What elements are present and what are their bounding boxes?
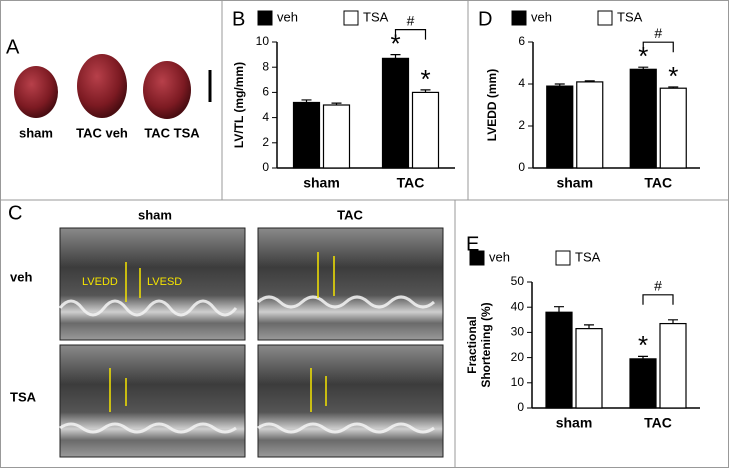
y-tick-label: 10 <box>256 34 270 48</box>
column-label: sham <box>138 207 172 222</box>
y-tick-label: 0 <box>517 400 524 414</box>
bracket <box>642 41 674 53</box>
y-tick-label: 6 <box>518 34 525 48</box>
heart-photo <box>77 54 127 118</box>
significance-mark: # <box>654 25 662 41</box>
y-tick-label: 0 <box>262 160 269 174</box>
significance-mark: # <box>654 278 662 294</box>
echo-traces <box>58 295 436 434</box>
y-tick-label: 30 <box>511 325 525 339</box>
legend-swatch <box>343 10 359 26</box>
bar <box>659 87 687 169</box>
y-tick-label: 2 <box>262 135 269 149</box>
legend-label: veh <box>531 9 552 24</box>
error-bar <box>420 89 431 93</box>
significance-mark: * <box>638 41 648 71</box>
panel-letter: D <box>478 8 492 30</box>
sample-label: TAC veh <box>76 125 128 140</box>
significance-mark: * <box>638 330 648 360</box>
error-bar <box>668 319 678 324</box>
legend-swatch <box>597 10 613 26</box>
sample-label: TAC TSA <box>144 125 200 140</box>
bar <box>545 311 573 409</box>
bar <box>546 85 574 169</box>
y-tick-label: 0 <box>518 160 525 174</box>
y-axis-label: LV/TL (mg/mm) <box>232 62 246 148</box>
bar <box>575 328 603 409</box>
column-label: TAC <box>337 207 363 222</box>
bar <box>322 104 351 169</box>
bar <box>576 81 604 169</box>
significance-mark: # <box>407 12 415 28</box>
error-bar <box>554 306 564 313</box>
echo-images <box>59 227 444 458</box>
bar <box>381 57 410 169</box>
error-bar <box>390 54 401 59</box>
y-axis-label: LVEDD (mm) <box>485 69 499 141</box>
error-bar <box>584 324 594 329</box>
legend-label: veh <box>489 249 510 264</box>
legend-swatch <box>257 10 273 26</box>
error-bar <box>554 83 565 87</box>
y-axis-label: Fractional <box>465 316 479 373</box>
y-tick-label: 4 <box>262 110 269 124</box>
x-tick-label: sham <box>556 415 593 431</box>
sample-label: sham <box>19 125 53 140</box>
x-tick-label: TAC <box>644 415 672 431</box>
y-tick-label: 8 <box>262 59 269 73</box>
measure-label: LVEDD <box>82 276 118 288</box>
legend-label: TSA <box>363 9 389 24</box>
y-tick-label: 50 <box>511 274 525 288</box>
panel-letter: C <box>8 202 22 224</box>
panel-letter: B <box>232 8 245 30</box>
legend-swatch <box>469 250 485 266</box>
error-bar <box>301 99 312 103</box>
heart-photo <box>143 61 191 119</box>
y-tick-label: 20 <box>511 350 525 364</box>
bar <box>629 358 657 409</box>
error-bar <box>584 80 595 82</box>
legend-label: TSA <box>617 9 643 24</box>
error-bar <box>638 355 648 359</box>
measure-label: LVESD <box>147 276 182 288</box>
heart-photo <box>14 66 58 118</box>
x-tick-label: TAC <box>644 175 672 191</box>
legend-label: TSA <box>575 249 601 264</box>
y-tick-label: 40 <box>511 299 525 313</box>
x-tick-label: sham <box>303 175 340 191</box>
panel-letter: A <box>6 36 20 58</box>
legend-swatch <box>555 250 571 266</box>
legend-label: veh <box>277 9 298 24</box>
panel-letter: E <box>466 233 479 255</box>
error-bar <box>638 66 649 70</box>
error-bar <box>668 86 679 89</box>
bracket <box>394 29 427 40</box>
row-label: TSA <box>10 389 37 404</box>
bracket <box>642 294 674 305</box>
measure-arrows <box>109 252 335 412</box>
bar <box>292 101 321 169</box>
y-tick-label: 6 <box>262 85 269 99</box>
x-tick-label: TAC <box>397 175 425 191</box>
significance-mark: * <box>420 64 430 94</box>
y-axis-label: Shortening (%) <box>479 302 493 387</box>
error-bar <box>331 102 342 105</box>
row-label: veh <box>10 269 32 284</box>
bar <box>411 91 440 169</box>
legend-swatch <box>511 10 527 26</box>
y-tick-label: 4 <box>518 76 525 90</box>
significance-mark: * <box>390 28 400 58</box>
bar <box>659 322 687 409</box>
x-tick-label: sham <box>556 175 593 191</box>
y-tick-label: 10 <box>511 375 525 389</box>
y-tick-label: 2 <box>518 118 525 132</box>
bar <box>629 68 657 169</box>
significance-mark: * <box>668 61 678 91</box>
